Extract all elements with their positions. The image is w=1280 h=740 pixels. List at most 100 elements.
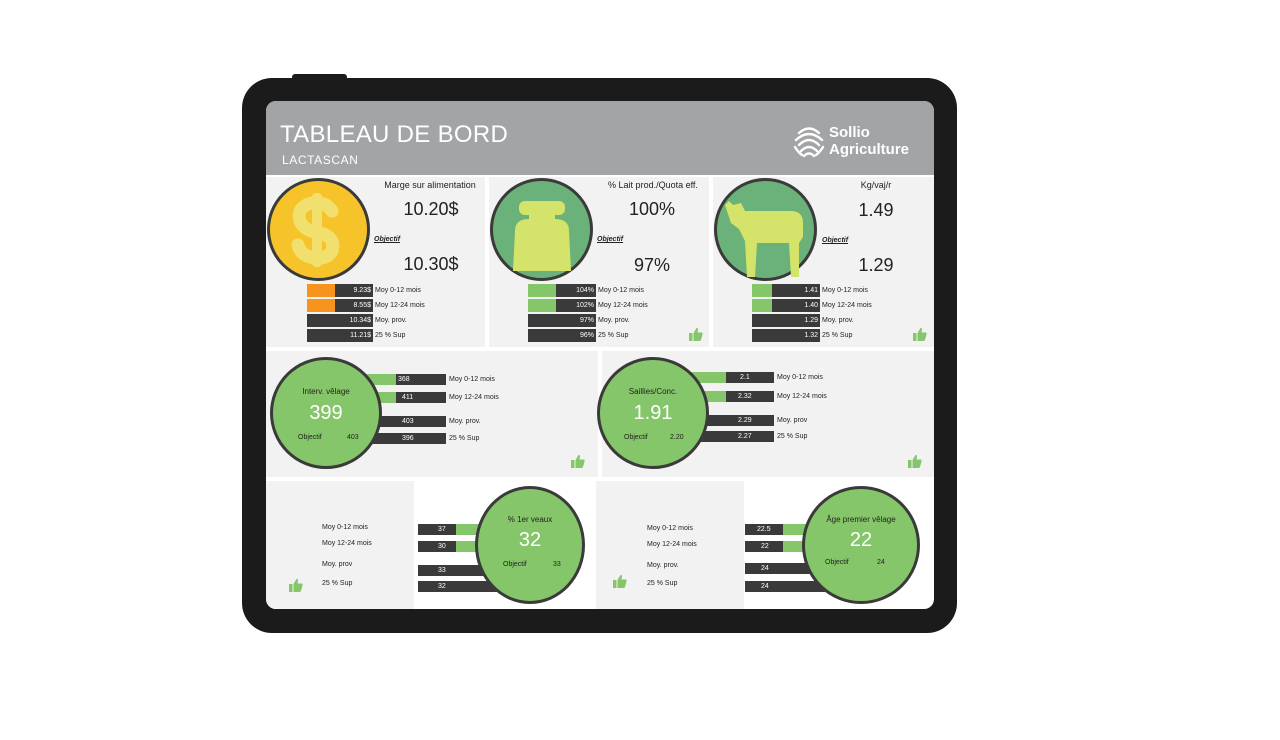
stat-bar-sup: 1.32: [752, 329, 820, 342]
page-title: TABLEAU DE BORD: [280, 121, 509, 148]
tablet-top-button: [292, 74, 347, 80]
kpi-value: 10.20$: [403, 199, 459, 219]
stat-label: Moy 0-12 mois: [598, 287, 644, 294]
stat-bar-fill: [690, 372, 726, 383]
fingerprint-logo-icon: [793, 127, 825, 158]
kpi-objective: 10.30$: [403, 254, 459, 274]
gauge-title: Âge premier vêlage: [826, 515, 896, 524]
thumbs-up-icon: [571, 454, 585, 468]
stat-bar-fill: [752, 299, 772, 312]
stat-bar-fill: [528, 284, 556, 297]
stat-bar-prov: 24: [745, 563, 829, 574]
kpi-panel-kg: Kg/vaj/r 1.49 Objectif 1.29 1.41 1.40 1.…: [713, 177, 934, 347]
gauge-objective: 403: [347, 434, 359, 441]
objective-label: Objectif: [597, 236, 624, 243]
stat-label: 25 % Sup: [777, 433, 808, 440]
gauge-value: 32: [518, 529, 542, 551]
objective-label: Objectif: [298, 434, 322, 441]
objective-label: Objectif: [822, 237, 849, 244]
stat-label: Moy 12-24 mois: [375, 302, 425, 309]
stat-bar-prov: 2.29: [690, 415, 774, 426]
kpi-title: Marge sur alimentation: [384, 180, 476, 190]
stat-bar-prov: 1.29: [752, 314, 820, 327]
gauge-age-premier-velage: Âge premier vêlage 22 Objectif 24: [802, 486, 920, 604]
stat-label: Moy 12-24 mois: [322, 540, 372, 547]
stat-label: Moy 0-12 mois: [322, 524, 368, 531]
thumbs-up-icon: [913, 327, 927, 341]
kpi-objective: 97%: [633, 255, 671, 275]
stat-label: 25 % Sup: [375, 332, 406, 339]
stat-bar-fill: [690, 391, 726, 402]
stat-label: Moy 12-24 mois: [598, 302, 648, 309]
kpi-panel-marge: Marge sur alimentation 10.20$ Objectif 1…: [266, 177, 485, 347]
stat-label: Moy. prov.: [822, 317, 854, 324]
milk-can-icon: [490, 178, 593, 281]
thumbs-up-icon: [908, 454, 922, 468]
stat-label: Moy 0-12 mois: [449, 376, 495, 383]
logo-text: Sollio Agriculture: [829, 124, 909, 158]
thumbs-up-icon: [613, 574, 627, 588]
kpi-objective: 1.29: [858, 255, 894, 275]
gauge-objective: 2.20: [670, 434, 684, 441]
stat-label: Moy. prov.: [375, 317, 407, 324]
stat-label: Moy. prov.: [598, 317, 630, 324]
logo-line-2: Agriculture: [829, 141, 910, 158]
stat-bar-sup: 2.27: [690, 431, 774, 442]
thumbs-up-icon: [289, 578, 303, 592]
stat-bar-sup: 396: [358, 433, 446, 444]
stat-bar-0-12: 368: [358, 374, 446, 385]
gauge-saillies: Saillies/Conc. 1.91 Objectif 2.20: [597, 357, 709, 469]
gauge-value: 1.91: [633, 402, 673, 424]
kpi-value: 1.49: [858, 200, 894, 220]
stat-bar-sup: 32: [418, 581, 502, 592]
logo-line-1: Sollio: [829, 124, 870, 141]
dollar-coin-icon: [267, 178, 370, 281]
dashboard-screen: TABLEAU DE BORD LACTASCAN Sollio Agricul…: [266, 101, 934, 609]
gauge-value: 399: [309, 402, 343, 424]
stat-bar-12-24: 2.32: [690, 391, 774, 402]
stat-label: Moy 0-12 mois: [375, 287, 421, 294]
stat-bar-prov: 10.34$: [307, 314, 373, 327]
stat-bar-prov: 403: [358, 416, 446, 427]
stat-bar-fill: [307, 284, 335, 297]
stat-label: 25 % Sup: [822, 332, 853, 339]
dashboard-header: TABLEAU DE BORD LACTASCAN Sollio Agricul…: [266, 101, 934, 175]
objective-label: Objectif: [825, 559, 849, 566]
stat-label: Moy. prov: [777, 417, 808, 424]
stat-bar-fill: [358, 374, 396, 385]
stat-label: 25 % Sup: [647, 580, 678, 587]
stat-label: 25 % Sup: [598, 332, 629, 339]
kpi-title: Kg/vaj/r: [860, 180, 892, 190]
objective-label: Objectif: [503, 561, 527, 568]
stat-label: Moy 0-12 mois: [647, 525, 693, 532]
objective-label: Objectif: [624, 434, 648, 441]
stat-label: Moy 12-24 mois: [647, 541, 697, 548]
stat-label: Moy 0-12 mois: [777, 374, 823, 381]
stat-label: Moy 0-12 mois: [822, 287, 868, 294]
kpi-panel-lait: % Lait prod./Quota eff. 100% Objectif 97…: [489, 177, 709, 347]
stat-label: Moy. prov: [322, 561, 353, 568]
stat-label: Moy. prov.: [647, 562, 679, 569]
stat-label: 25 % Sup: [322, 580, 353, 587]
stat-bar-fill: [307, 299, 335, 312]
gauge-interv-velage: Interv. vêlage 399 Objectif 403: [270, 357, 382, 469]
objective-label: Objectif: [374, 236, 401, 243]
stat-bar-sup: 24: [745, 581, 829, 592]
kpi-value: 100%: [628, 199, 676, 219]
stat-label: Moy 12-24 mois: [449, 394, 499, 401]
gauge-objective: 33: [553, 561, 561, 568]
gauge-objective: 24: [877, 559, 885, 566]
gauge-title: Interv. vêlage: [302, 387, 350, 396]
stat-bar-sup: 96%: [528, 329, 596, 342]
stat-bar-fill: [528, 299, 556, 312]
stat-bar-12-24: 411: [358, 392, 446, 403]
stat-label: Moy 12-24 mois: [822, 302, 872, 309]
stat-label: Moy. prov.: [449, 418, 481, 425]
gauge-value: 22: [849, 529, 873, 551]
stat-bar-prov: 33: [418, 565, 502, 576]
stat-label: Moy 12-24 mois: [777, 393, 827, 400]
thumbs-up-icon: [689, 327, 703, 341]
gauge-1er-veaux: % 1er veaux 32 Objectif 33: [475, 486, 585, 604]
kpi-title: % Lait prod./Quota eff.: [608, 180, 698, 190]
stat-bar-fill: [752, 284, 772, 297]
